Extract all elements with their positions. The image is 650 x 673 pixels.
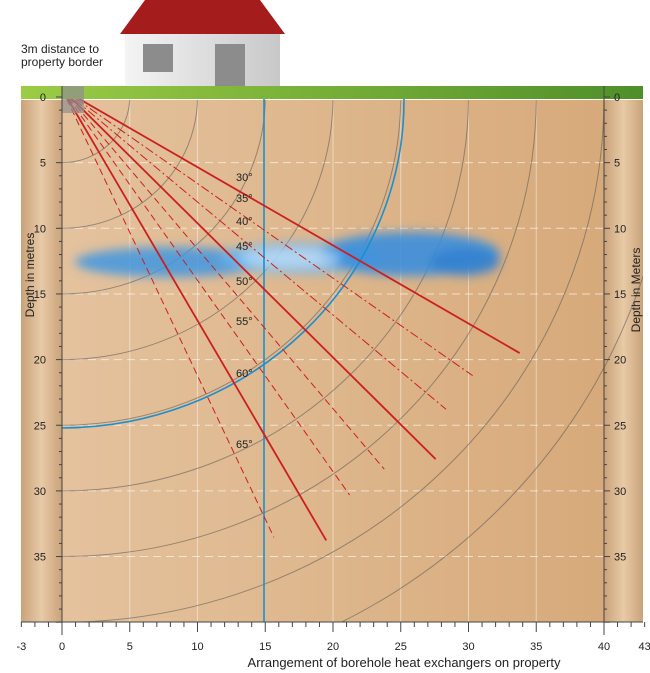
depth-label-left: 15	[34, 289, 46, 301]
borehole-ray	[61, 88, 350, 496]
borehole-rays	[61, 88, 521, 541]
depth-label-right: 25	[614, 420, 626, 432]
distance-arc	[61, 100, 605, 622]
depth-label-left: 35	[34, 552, 46, 564]
distance-arc	[61, 100, 402, 426]
depth-label-right: 35	[614, 552, 626, 564]
distance-arc	[61, 100, 131, 164]
x-tick-label: 0	[59, 641, 65, 653]
angle-labels: 30° 35° 40° 45° 50° 55° 60° 65°	[236, 172, 253, 451]
depth-label-left: 25	[34, 420, 46, 432]
right-margin-strip	[604, 100, 643, 622]
drill-start-marker	[62, 86, 84, 113]
x-tick-label: 43	[639, 641, 650, 653]
x-axis-ticks: -3 0 5 10 15 20 25 30 35 40 43	[16, 622, 650, 653]
angle-label: 65°	[236, 439, 253, 451]
angle-label: 35°	[236, 193, 253, 205]
house-door	[215, 44, 245, 86]
distance-arc	[61, 100, 334, 361]
x-tick-label: 30	[462, 641, 474, 653]
depth-label-right: 20	[614, 355, 626, 367]
x-tick-label: 5	[127, 641, 133, 653]
depth-label-right: 0	[614, 92, 620, 104]
property-border-note-line2: property border	[21, 55, 104, 69]
distance-arc	[61, 100, 469, 492]
depth-axis-ticks: 0 0 5 5 10 10 15 15 20 20 25 25 30 30 35 35	[34, 92, 626, 623]
soil-area	[21, 100, 643, 622]
borehole-ray	[61, 88, 275, 538]
x-axis-title: Arrangement of borehole heat exchangers …	[248, 655, 561, 670]
boundary-arc	[61, 97, 405, 429]
borehole-ray	[61, 88, 385, 470]
depth-label-left: 30	[34, 486, 46, 498]
distance-arc	[61, 100, 266, 295]
depth-label-left: 0	[40, 92, 46, 104]
borehole-ray	[61, 88, 473, 377]
depth-label-left: 20	[34, 355, 46, 367]
depth-gridlines	[62, 100, 604, 622]
borehole-ray	[61, 88, 521, 354]
distance-arc	[340, 274, 643, 622]
y-axis-title-right: Depth in Meters	[629, 248, 643, 333]
borehole-ray	[61, 88, 328, 541]
house-icon	[120, 0, 285, 86]
depth-label-left: 5	[40, 158, 46, 170]
angle-label: 45°	[236, 241, 253, 253]
house-roof	[120, 0, 285, 34]
x-tick-label: 15	[259, 641, 271, 653]
borehole-ray	[61, 88, 447, 410]
left-margin-strip	[21, 100, 62, 622]
x-tick-label: 20	[327, 641, 339, 653]
x-tick-label: 35	[530, 641, 542, 653]
depth-label-right: 15	[614, 289, 626, 301]
angle-label: 60°	[236, 368, 253, 380]
house-window	[143, 44, 173, 72]
borehole-ray	[61, 88, 437, 460]
depth-label-right: 10	[614, 223, 626, 235]
distance-arc	[61, 100, 198, 229]
depth-label-right: 5	[614, 158, 620, 170]
x-tick-label: 40	[598, 641, 610, 653]
angle-label: 55°	[236, 316, 253, 328]
depth-label-left: 10	[34, 223, 46, 235]
angle-label: 30°	[236, 172, 253, 184]
depth-label-right: 30	[614, 486, 626, 498]
y-axis-title-left: Depth in metres	[23, 233, 37, 318]
angle-label: 40°	[236, 216, 253, 228]
x-tick-label: -3	[16, 641, 26, 653]
angle-label: 50°	[236, 276, 253, 288]
x-tick-label: 10	[191, 641, 203, 653]
x-tick-label: 25	[395, 641, 407, 653]
property-border-note: 3m distance to property border	[21, 43, 103, 69]
aquifer-lens	[75, 232, 500, 277]
property-border-note-line1: 3m distance to	[21, 42, 100, 56]
ground-surface	[21, 86, 643, 99]
